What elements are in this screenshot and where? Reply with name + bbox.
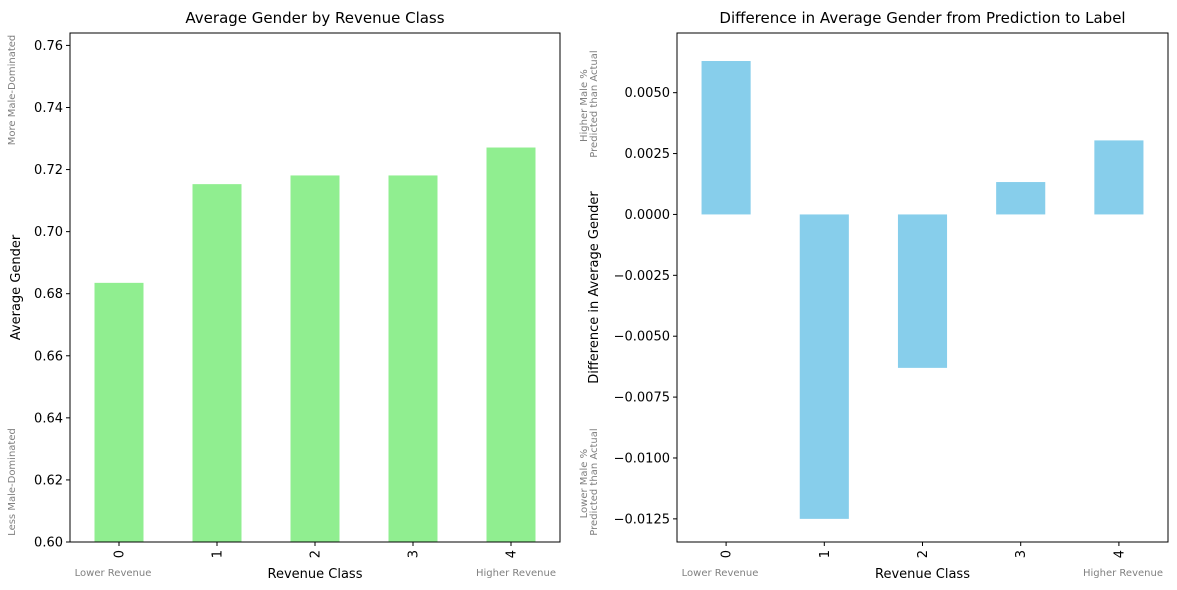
y-tick-label: −0.0100 <box>614 451 670 466</box>
annotation-lower-male-predicted: Lower Male % Predicted than Actual <box>579 428 600 535</box>
annotation-higher-male-predicted: Higher Male % Predicted than Actual <box>579 50 600 157</box>
x-axis-label: Revenue Class <box>268 567 363 582</box>
bars-group <box>94 147 536 542</box>
y-tick-label: 0.76 <box>34 39 63 54</box>
y-tick-label: 0.74 <box>34 101 63 116</box>
chart-title: Difference in Average Gender from Predic… <box>719 9 1125 27</box>
x-tick-label: 1 <box>211 550 226 558</box>
y-tick-label: 0.62 <box>34 473 63 488</box>
y-tick-label: −0.0025 <box>614 269 670 284</box>
x-tick-label: 0 <box>720 550 735 558</box>
annotation-line: Predicted than Actual <box>589 428 600 535</box>
annotation-less-male-dominated: Less Male-Dominated <box>7 428 18 536</box>
bar-4 <box>1094 140 1144 215</box>
bars-group <box>701 61 1144 519</box>
bar-0 <box>701 61 751 215</box>
y-tick-label: 0.60 <box>34 536 63 551</box>
y-tick-label: 0.64 <box>34 411 63 426</box>
y-tick-label: 0.0050 <box>625 86 671 101</box>
chart-difference-average-gender: −0.0125 −0.0100 −0.0075 −0.0050 −0.0025 0.000… <box>579 9 1169 582</box>
x-ticks: 0 1 2 3 4 <box>720 542 1127 558</box>
annotation-lower-revenue: Lower Revenue <box>75 568 152 579</box>
annotation-line: Higher Male % <box>579 69 590 142</box>
y-tick-label: −0.0125 <box>614 512 670 527</box>
y-tick-label: 0.0000 <box>625 208 671 223</box>
bar-4 <box>486 147 536 542</box>
chart-title: Average Gender by Revenue Class <box>185 9 444 27</box>
annotation-lower-revenue: Lower Revenue <box>682 568 759 579</box>
y-axis-label: Average Gender <box>9 234 24 340</box>
x-tick-label: 4 <box>505 550 520 558</box>
bar-2 <box>897 214 948 368</box>
bar-3 <box>388 175 438 542</box>
x-tick-label: 1 <box>818 550 833 558</box>
annotation-line: Predicted than Actual <box>589 50 600 157</box>
bar-2 <box>290 175 340 542</box>
y-tick-label: 0.68 <box>34 287 63 302</box>
annotation-line: Lower Male % <box>579 449 590 519</box>
y-ticks: −0.0125 −0.0100 −0.0075 −0.0050 −0.0025 0.000… <box>614 86 677 527</box>
x-tick-label: 3 <box>1014 550 1029 558</box>
plot-frame <box>69 32 561 543</box>
y-tick-label: 0.66 <box>34 349 63 364</box>
y-tick-label: 0.0025 <box>625 147 671 162</box>
annotation-higher-revenue: Higher Revenue <box>1083 568 1163 579</box>
x-tick-label: 2 <box>916 550 931 558</box>
bar-1 <box>192 184 242 542</box>
y-tick-label: −0.0050 <box>614 330 670 345</box>
annotation-more-male-dominated: More Male-Dominated <box>7 35 18 146</box>
x-axis-label: Revenue Class <box>875 567 970 582</box>
chart-average-gender: 0.60 0.62 0.64 0.66 0.68 0.70 0.72 0.74 0.76 0 1 2… <box>7 9 561 582</box>
y-tick-label: −0.0075 <box>614 391 670 406</box>
x-ticks: 0 1 2 3 4 <box>113 542 520 558</box>
x-tick-label: 3 <box>407 550 422 558</box>
y-tick-label: 0.72 <box>34 163 63 178</box>
annotation-higher-revenue: Higher Revenue <box>476 568 556 579</box>
y-axis-label: Difference in Average Gender <box>587 191 602 384</box>
x-tick-label: 0 <box>113 550 128 558</box>
x-tick-label: 2 <box>309 550 324 558</box>
x-tick-label: 4 <box>1112 550 1127 558</box>
bar-3 <box>996 182 1046 215</box>
bar-0 <box>94 282 144 542</box>
bar-1 <box>799 214 849 519</box>
y-tick-label: 0.70 <box>34 225 63 240</box>
y-ticks: 0.60 0.62 0.64 0.66 0.68 0.70 0.72 0.74 0.76 <box>34 39 70 551</box>
plot-frame <box>676 32 1169 543</box>
